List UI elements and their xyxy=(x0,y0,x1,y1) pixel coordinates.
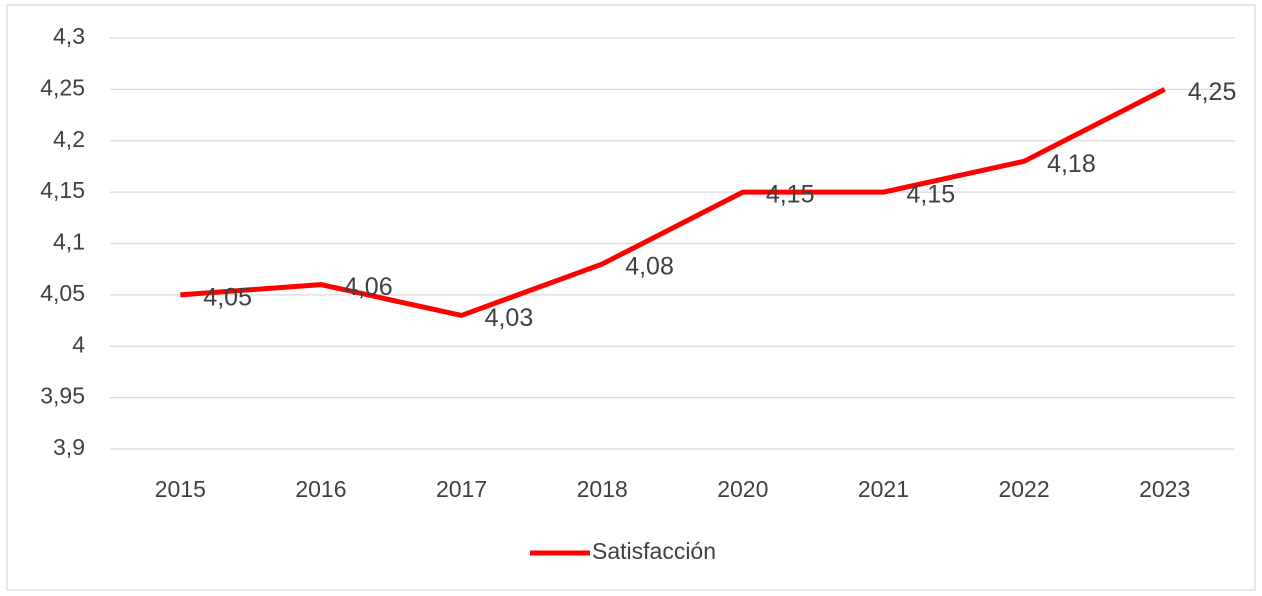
y-tick-label: 4,05 xyxy=(40,280,85,306)
x-tick-label: 2016 xyxy=(295,476,346,502)
x-tick-label: 2023 xyxy=(1139,476,1190,502)
data-label: 4,25 xyxy=(1188,78,1237,106)
data-label: 4,15 xyxy=(906,181,955,209)
legend-label: Satisfacción xyxy=(592,538,716,564)
y-tick-label: 4,1 xyxy=(53,229,85,255)
data-label: 4,06 xyxy=(344,273,393,301)
y-tick-label: 4,2 xyxy=(53,126,85,152)
y-tick-label: 4,15 xyxy=(40,177,85,203)
x-tick-label: 2015 xyxy=(155,476,206,502)
series-line xyxy=(180,87,1166,318)
x-tick-label: 2018 xyxy=(577,476,628,502)
data-label: 4,08 xyxy=(625,253,674,281)
y-tick-label: 4,3 xyxy=(53,23,85,49)
y-tick-label: 3,95 xyxy=(40,383,85,409)
x-tick-label: 2021 xyxy=(858,476,909,502)
chart-border xyxy=(6,4,1256,591)
x-tick-label: 2017 xyxy=(436,476,487,502)
x-tick-label: 2020 xyxy=(717,476,768,502)
data-label: 4,15 xyxy=(766,181,815,209)
y-tick-label: 4 xyxy=(72,331,85,357)
data-label: 4,03 xyxy=(485,304,534,332)
y-tick-label: 3,9 xyxy=(53,434,85,460)
data-label: 4,05 xyxy=(203,283,252,311)
y-tick-label: 4,25 xyxy=(40,74,85,100)
data-label: 4,18 xyxy=(1047,150,1096,178)
x-tick-label: 2022 xyxy=(998,476,1049,502)
